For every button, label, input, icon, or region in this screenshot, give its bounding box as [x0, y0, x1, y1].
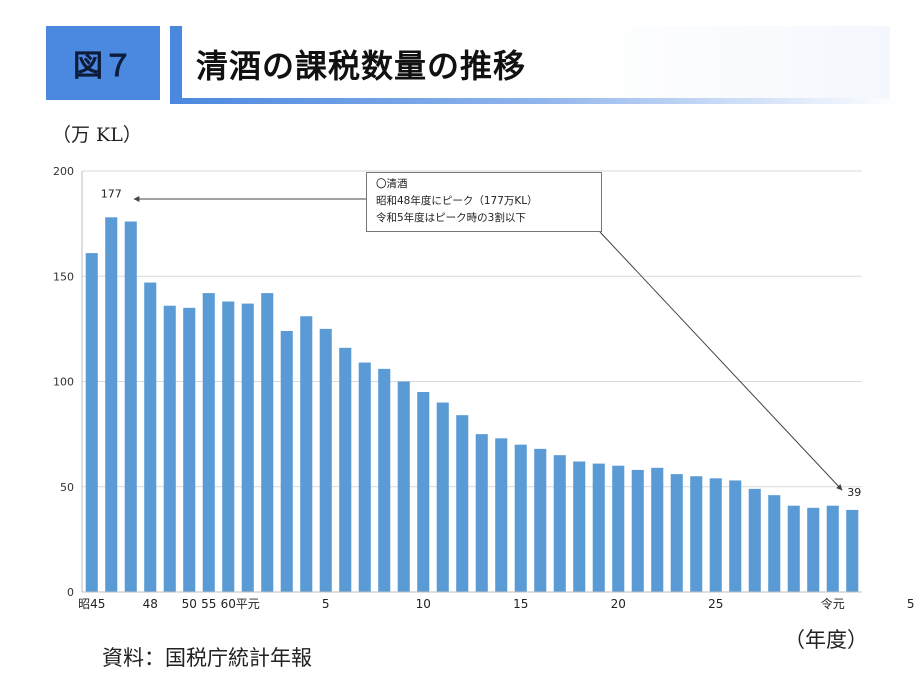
bar: [768, 495, 781, 592]
bar: [612, 465, 625, 592]
bar: [339, 347, 352, 592]
y-axis-unit-label: （万 KL）: [52, 124, 142, 146]
latest-arrow: [599, 231, 843, 491]
x-tick-label: 20: [611, 597, 626, 611]
bar: [553, 455, 566, 592]
x-tick-label: 昭45: [78, 597, 105, 611]
bar: [358, 362, 371, 592]
bar: [495, 438, 508, 592]
x-tick-label: 48: [143, 597, 158, 611]
bar: [534, 448, 547, 592]
x-tick-label: 25: [708, 597, 723, 611]
annotation-line-3: 令和5年度はピーク時の3割以下: [376, 212, 526, 224]
annotation-box: 〇清酒 昭和48年度にピーク（177万KL） 令和5年度はピーク時の3割以下: [366, 172, 602, 232]
bar: [261, 293, 274, 592]
bar: [456, 415, 469, 592]
annotation-line-1: 〇清酒: [376, 178, 408, 190]
bar: [163, 305, 176, 592]
y-tick-label: 200: [53, 165, 74, 178]
annotation-line-2: 昭和48年度にピーク（177万KL）: [376, 195, 538, 207]
bar: [631, 469, 644, 592]
bar: [573, 461, 586, 592]
x-tick-label: 5: [907, 597, 915, 611]
x-tick-label: 15: [513, 597, 528, 611]
y-tick-label: 50: [60, 481, 74, 494]
x-tick-label: 令元: [821, 596, 845, 611]
bar: [826, 505, 839, 592]
x-tick-label: 55: [201, 597, 216, 611]
bar: [670, 474, 683, 592]
x-tick-label: 10: [416, 597, 431, 611]
bar: [729, 480, 742, 592]
x-tick-label: 5: [322, 597, 330, 611]
bar: [397, 381, 410, 592]
x-tick-label: 60: [221, 597, 236, 611]
bar: [105, 217, 118, 592]
x-tick-label: 50: [182, 597, 197, 611]
bar: [183, 307, 196, 592]
figure-number-badge: 図７: [46, 26, 160, 100]
title-bar-background: [170, 26, 890, 100]
bar: [748, 488, 761, 592]
source-note: 資料：国税庁統計年報: [102, 646, 312, 670]
bar: [202, 293, 215, 592]
bar: [417, 392, 430, 592]
x-tick-label: 平元: [236, 597, 260, 611]
y-tick-label: 0: [67, 586, 74, 599]
bar: [124, 221, 137, 592]
bar: [690, 476, 703, 592]
x-axis-unit-label: （年度）: [784, 628, 868, 652]
bar: [241, 303, 254, 592]
bar: [514, 444, 527, 592]
bar: [85, 253, 98, 592]
bar: [787, 505, 800, 592]
bar: [222, 301, 235, 592]
bar: [144, 282, 157, 592]
title-underline: [170, 98, 900, 104]
bar: [319, 328, 332, 592]
bar: [807, 507, 820, 592]
bar: [475, 434, 488, 592]
y-tick-label: 150: [53, 270, 74, 283]
bar: [651, 467, 664, 592]
bar: [436, 402, 449, 592]
data-label: 39: [847, 486, 861, 499]
title-accent-stripe: [170, 26, 182, 104]
bar: [592, 463, 605, 592]
bar: [846, 509, 859, 592]
bar: [280, 330, 293, 592]
bar: [709, 478, 722, 592]
bar: [378, 368, 391, 592]
y-tick-label: 100: [53, 376, 74, 389]
chart-title: 清酒の課税数量の推移: [196, 47, 527, 85]
bar: [300, 316, 313, 592]
data-label: 177: [101, 187, 122, 200]
